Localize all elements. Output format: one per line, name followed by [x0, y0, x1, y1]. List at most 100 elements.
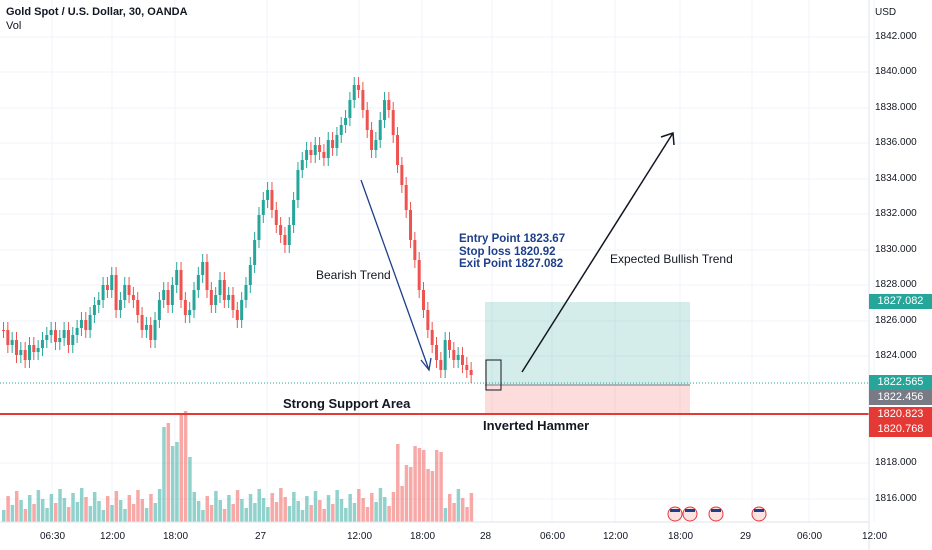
price-tick: 1834.000: [875, 173, 917, 184]
volume-bar: [101, 510, 106, 522]
candle-body: [292, 200, 296, 225]
candle-body: [53, 330, 57, 342]
volume-bar: [348, 494, 352, 522]
volume-bars: [2, 411, 474, 522]
price-tick: 1816.000: [875, 493, 917, 504]
volume-indicator-label[interactable]: Vol: [6, 20, 22, 32]
symbol-title[interactable]: Gold Spot / U.S. Dollar, 30, OANDA: [6, 6, 188, 18]
candle-body: [313, 145, 317, 155]
price-tick: 1840.000: [875, 66, 917, 77]
flag-stripe: [670, 509, 680, 512]
candle-body: [300, 160, 304, 170]
candle-body: [270, 190, 274, 210]
candle-body: [2, 330, 5, 331]
volume-bar: [157, 489, 162, 522]
volume-bar: [387, 506, 391, 522]
volume-bar: [14, 491, 19, 522]
candle-body: [201, 262, 205, 275]
candle-body: [105, 285, 109, 290]
time-tick: 28: [480, 531, 492, 542]
volume-bar: [209, 505, 214, 522]
trade-levels-note[interactable]: Entry Point 1823.67 Stop loss 1820.92 Ex…: [459, 233, 565, 271]
bullish-arrow[interactable]: [521, 132, 674, 373]
time-tick: 12:00: [862, 531, 888, 542]
candle-body: [309, 150, 313, 155]
volume-bar: [326, 495, 331, 522]
candle-body: [417, 260, 421, 290]
candle-body: [71, 335, 75, 345]
volume-bar: [261, 498, 266, 522]
currency-label: USD: [875, 7, 897, 18]
volume-bar: [396, 444, 400, 522]
volume-bar: [92, 492, 97, 522]
candle-body: [101, 285, 105, 300]
volume-bar: [97, 501, 101, 522]
volume-bar: [2, 510, 6, 522]
volume-bar: [344, 508, 348, 522]
volume-bar: [257, 489, 261, 522]
price-tick: 1836.000: [875, 137, 917, 148]
candle-body: [335, 135, 339, 148]
time-tick: 18:00: [668, 531, 694, 542]
volume-bar: [400, 486, 404, 522]
bullish-arrow-head: [660, 131, 675, 146]
candle-body: [339, 125, 343, 135]
time-tick: 27: [255, 531, 267, 542]
inverted-hammer-label[interactable]: Inverted Hammer: [483, 418, 590, 433]
candle-body: [166, 290, 170, 305]
candle-body: [287, 225, 291, 245]
symbol-legend: Gold Spot / U.S. Dollar, 30, OANDA Vol: [6, 5, 188, 33]
support-area-label[interactable]: Strong Support Area: [283, 396, 411, 411]
candle-body: [283, 235, 287, 245]
event-flags[interactable]: [667, 506, 767, 522]
candle-body: [110, 275, 114, 290]
volume-bar: [6, 496, 10, 522]
candle-body: [136, 300, 140, 315]
volume-bar: [378, 488, 383, 522]
candle-body: [84, 320, 88, 330]
volume-bar: [23, 509, 28, 522]
volume-bar: [456, 489, 461, 522]
volume-bar: [36, 490, 41, 522]
time-tick: 12:00: [347, 531, 373, 542]
volume-bar: [447, 494, 452, 522]
volume-bar: [66, 507, 71, 522]
bearish-arrow[interactable]: [360, 179, 430, 371]
candle-body: [183, 300, 187, 315]
candle-body: [261, 200, 265, 215]
candle-body: [175, 270, 179, 285]
volume-bar: [430, 471, 435, 522]
candle-body: [205, 262, 209, 290]
candle-body: [378, 120, 382, 140]
price-tag: 1820.823: [869, 407, 932, 422]
loss-zone: [485, 385, 690, 415]
volume-bar: [439, 452, 443, 522]
volume-bar: [409, 467, 413, 522]
candle-body: [331, 140, 335, 148]
volume-bar: [218, 500, 222, 522]
inverted-hammer-box[interactable]: [485, 359, 502, 391]
candlesticks: [2, 77, 473, 383]
price-tick: 1824.000: [875, 350, 917, 361]
candle-body: [318, 145, 322, 152]
volume-bar: [266, 507, 270, 522]
candle-body: [192, 290, 196, 310]
volume-bar: [292, 492, 296, 522]
candle-body: [162, 290, 166, 300]
volume-bar: [283, 497, 287, 522]
volume-bar: [201, 510, 205, 522]
volume-bar: [322, 509, 326, 522]
bearish-trend-label[interactable]: Bearish Trend: [316, 268, 391, 282]
candle-body: [97, 300, 101, 305]
bullish-trend-label[interactable]: Expected Bullish Trend: [610, 252, 733, 266]
volume-bar: [417, 448, 422, 522]
candle-body: [404, 185, 408, 210]
volume-bar: [79, 488, 84, 522]
time-tick: 18:00: [410, 531, 436, 542]
candle-body: [456, 355, 460, 360]
candle-body: [447, 340, 451, 350]
volume-bar: [235, 490, 240, 522]
candle-body: [79, 320, 83, 328]
volume-bar: [374, 502, 378, 522]
